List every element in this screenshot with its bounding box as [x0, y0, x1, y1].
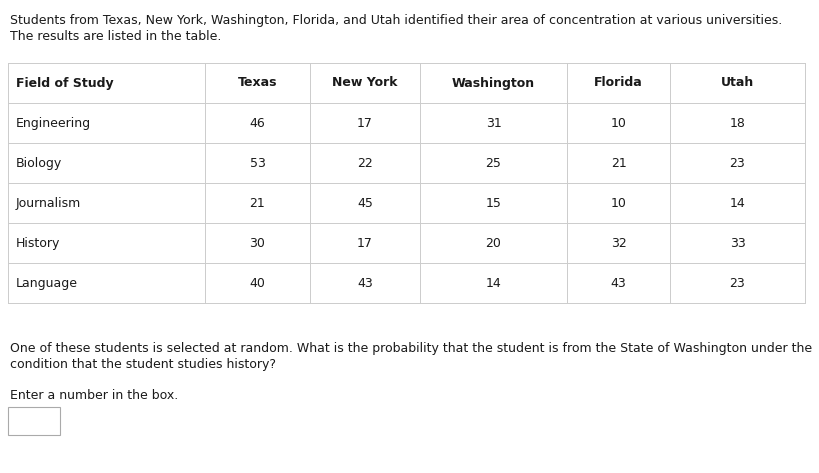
Text: condition that the student studies history?: condition that the student studies histo…: [10, 358, 276, 371]
Text: 45: 45: [357, 196, 373, 210]
Text: Texas: Texas: [238, 77, 278, 89]
Text: History: History: [16, 236, 61, 249]
Text: 30: 30: [250, 236, 265, 249]
Text: 53: 53: [250, 157, 265, 169]
Text: 17: 17: [357, 116, 373, 130]
Text: New York: New York: [333, 77, 398, 89]
Text: 10: 10: [610, 116, 627, 130]
Text: 17: 17: [357, 236, 373, 249]
Text: 23: 23: [730, 157, 745, 169]
Text: 21: 21: [250, 196, 265, 210]
Text: 40: 40: [250, 277, 265, 289]
Text: 23: 23: [730, 277, 745, 289]
Text: 46: 46: [250, 116, 265, 130]
Text: Field of Study: Field of Study: [16, 77, 114, 89]
Text: Florida: Florida: [594, 77, 643, 89]
Text: Journalism: Journalism: [16, 196, 81, 210]
Text: 33: 33: [730, 236, 745, 249]
Text: 15: 15: [486, 196, 501, 210]
Text: 31: 31: [486, 116, 501, 130]
Text: Enter a number in the box.: Enter a number in the box.: [10, 389, 179, 402]
Text: 10: 10: [610, 196, 627, 210]
Text: 20: 20: [486, 236, 501, 249]
Text: The results are listed in the table.: The results are listed in the table.: [10, 30, 221, 43]
Text: Students from Texas, New York, Washington, Florida, and Utah identified their ar: Students from Texas, New York, Washingto…: [10, 14, 782, 27]
Bar: [8, 407, 60, 435]
Text: One of these students is selected at random. What is the probability that the st: One of these students is selected at ran…: [10, 342, 812, 355]
Text: 43: 43: [357, 277, 373, 289]
Text: 18: 18: [730, 116, 745, 130]
Text: 22: 22: [357, 157, 373, 169]
Text: 14: 14: [486, 277, 501, 289]
Text: 14: 14: [730, 196, 745, 210]
Text: 32: 32: [611, 236, 627, 249]
Text: Washington: Washington: [452, 77, 535, 89]
Text: 25: 25: [486, 157, 501, 169]
Text: 21: 21: [611, 157, 627, 169]
Text: Biology: Biology: [16, 157, 62, 169]
Text: Language: Language: [16, 277, 78, 289]
Text: Engineering: Engineering: [16, 116, 91, 130]
Text: Utah: Utah: [721, 77, 754, 89]
Text: 43: 43: [611, 277, 627, 289]
